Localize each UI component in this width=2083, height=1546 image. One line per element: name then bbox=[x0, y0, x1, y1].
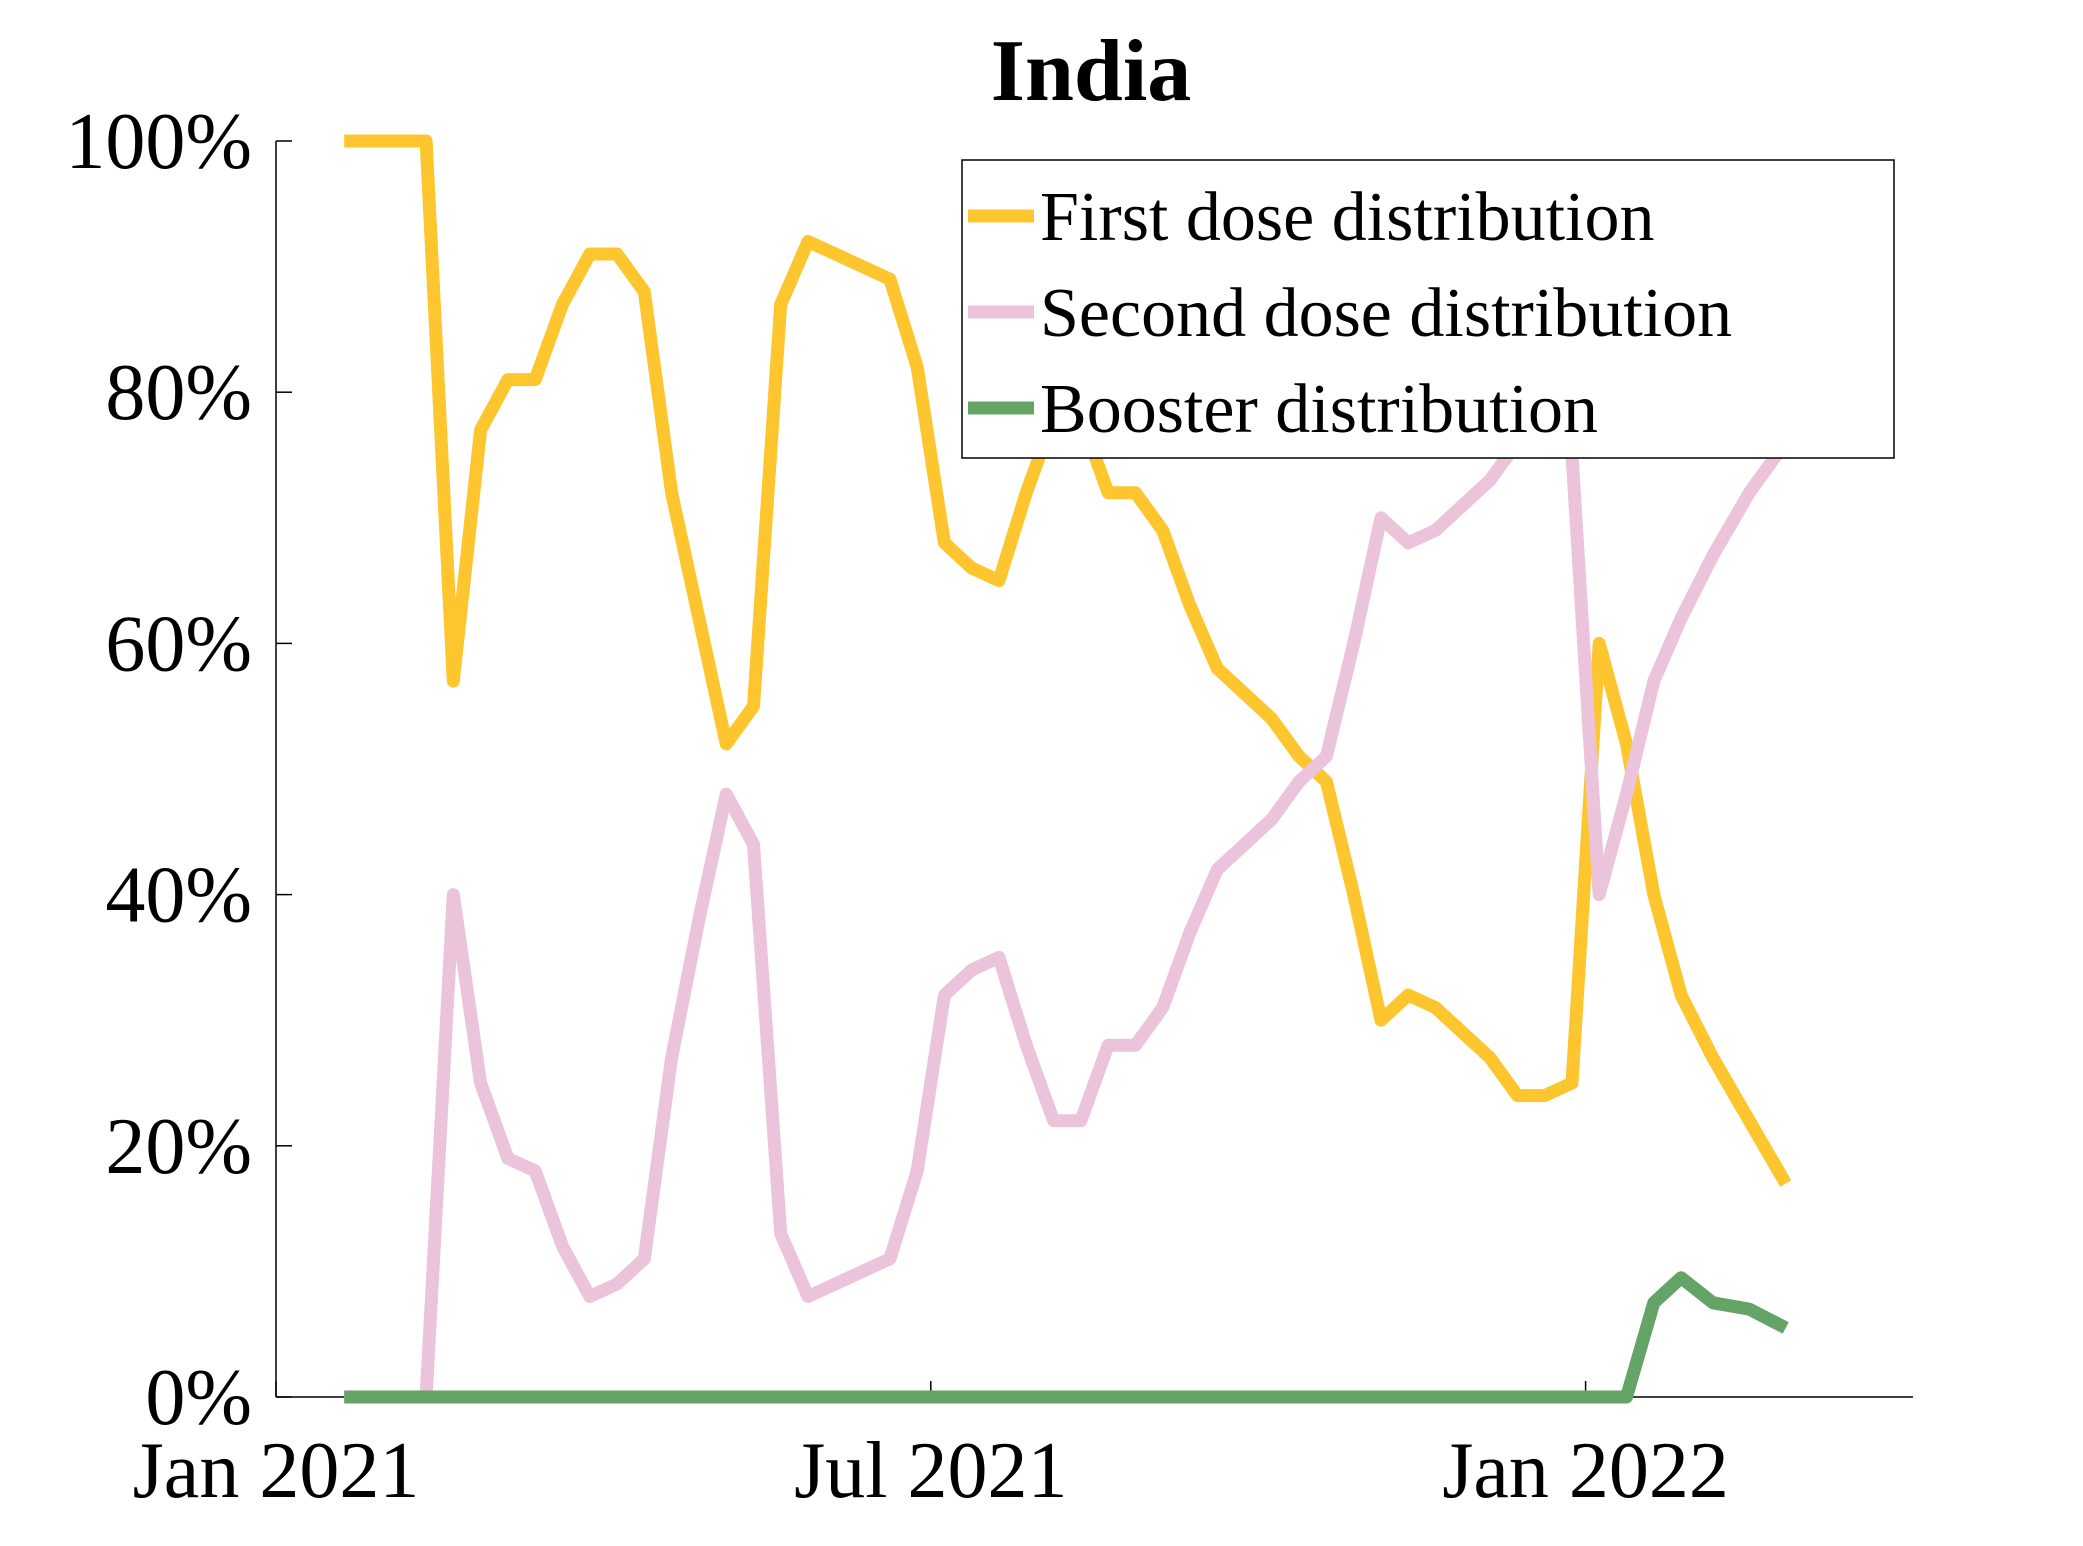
y-tick-label: 0% bbox=[145, 1354, 252, 1442]
y-tick-label: 20% bbox=[105, 1103, 252, 1191]
legend-box bbox=[961, 159, 1895, 459]
y-tick-label: 40% bbox=[105, 852, 252, 940]
x-tick-label: Jan 2022 bbox=[1442, 1427, 1729, 1515]
series-line bbox=[344, 1271, 1789, 1404]
x-tick-label: Jan 2021 bbox=[133, 1427, 420, 1515]
x-tick-label: Jul 2021 bbox=[794, 1427, 1067, 1515]
legend-label: First dose distribution bbox=[1040, 179, 1654, 256]
y-tick-label: 80% bbox=[105, 349, 252, 437]
legend-label: Second dose distribution bbox=[1040, 275, 1732, 352]
y-tick-label: 60% bbox=[105, 600, 252, 688]
legend-label: Booster distribution bbox=[1040, 371, 1598, 448]
chart-title: India bbox=[991, 23, 1192, 120]
y-tick-label: 100% bbox=[65, 98, 252, 186]
